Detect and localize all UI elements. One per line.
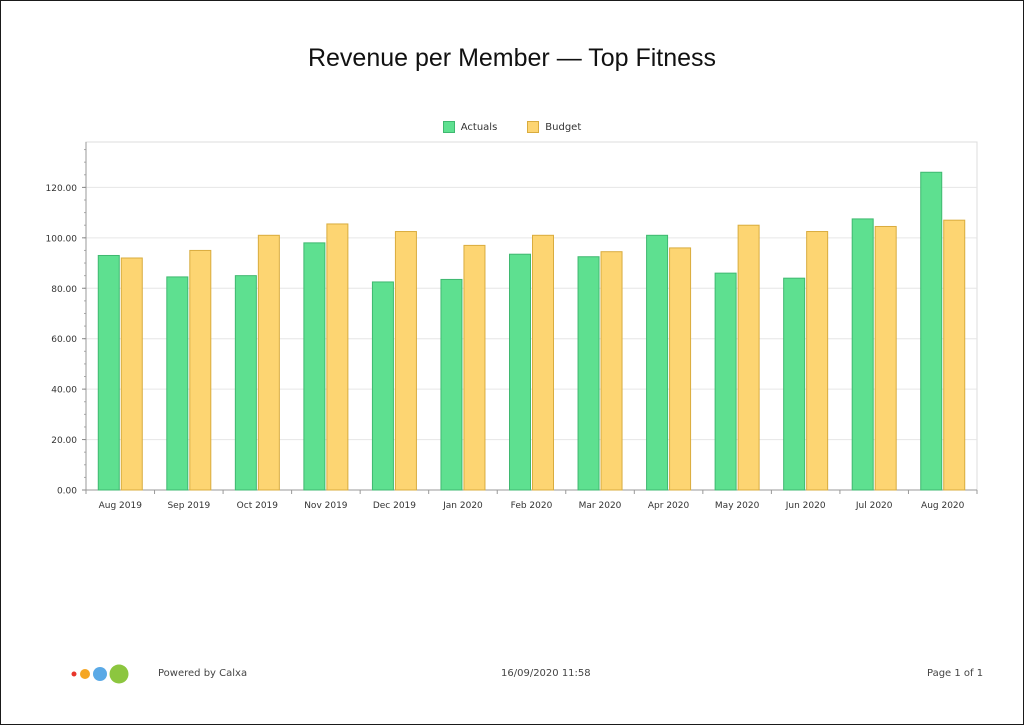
legend-swatch-actuals: [442, 121, 455, 133]
calxa-logo: [70, 663, 132, 689]
x-tick-label: May 2020: [715, 501, 760, 511]
x-tick-label: Apr 2020: [648, 501, 690, 511]
y-tick-label: 80.00: [51, 285, 77, 295]
x-tick-label: Aug 2020: [921, 501, 965, 511]
x-tick-label: Jul 2020: [855, 501, 893, 511]
legend-label-budget: Budget: [545, 121, 582, 133]
bar-actuals: [509, 253, 531, 491]
bar-actuals: [577, 256, 600, 491]
x-tick-label: Jan 2020: [442, 501, 483, 511]
bar-actuals: [440, 278, 463, 491]
bar-budget: [600, 251, 623, 491]
footer-page-number: Page 1 of 1: [927, 668, 984, 679]
bar-budget: [394, 231, 417, 491]
bar-budget: [120, 257, 143, 491]
bar-actuals: [783, 277, 806, 491]
bar-budget: [257, 234, 280, 491]
bar-budget: [532, 234, 554, 491]
y-tick-label: 0.00: [57, 487, 77, 497]
bar-chart: 0.00 20.00 40.00 60.00 80.00 100.00 120.00 Aug …: [46, 141, 978, 511]
x-tick-label: Dec 2019: [373, 501, 416, 511]
x-tick-label: Oct 2019: [237, 501, 279, 511]
bar-budget: [669, 247, 692, 491]
bar-actuals: [97, 254, 120, 491]
powered-by-text: Powered by Calxa: [158, 668, 248, 679]
x-tick-label: Feb 2020: [511, 501, 553, 511]
x-tick-label: Sep 2019: [167, 501, 210, 511]
bar-budget: [874, 225, 897, 491]
bar-actuals: [646, 234, 669, 491]
chart-title: Revenue per Member — Top Fitness: [307, 44, 717, 72]
legend: Actuals Budget: [0, 121, 1024, 133]
bar-actuals: [166, 276, 189, 491]
legend-item-actuals[interactable]: Actuals: [442, 121, 498, 133]
bar-budget: [737, 224, 760, 491]
x-tick-label: Nov 2019: [304, 501, 348, 511]
legend-label-actuals: Actuals: [460, 121, 498, 133]
bar-actuals: [920, 171, 943, 491]
bar-actuals: [371, 281, 394, 491]
footer-timestamp: 16/09/2020 11:58: [501, 668, 591, 679]
x-tick-label: Mar 2020: [579, 501, 622, 511]
bar-actuals: [234, 275, 257, 491]
bar-budget: [463, 244, 486, 491]
legend-item-budget[interactable]: Budget: [527, 121, 581, 133]
plot-area: [85, 141, 978, 491]
bar-actuals: [714, 272, 737, 491]
y-tick-label: 120.00: [46, 184, 78, 194]
bar-budget: [189, 249, 212, 491]
bar-budget: [943, 219, 966, 491]
y-tick-label: 40.00: [51, 386, 77, 396]
x-tick-label: Jun 2020: [785, 501, 826, 511]
bar-actuals: [851, 218, 874, 491]
legend-swatch-budget: [527, 121, 540, 133]
bar-budget: [806, 231, 829, 491]
y-tick-label: 60.00: [51, 335, 77, 345]
calxa-logo-icon: [71, 664, 129, 684]
bar-actuals: [303, 242, 326, 491]
y-tick-label: 100.00: [46, 234, 78, 244]
bar-budget: [326, 223, 349, 491]
x-tick-label: Aug 2019: [99, 501, 143, 511]
y-tick-label: 20.00: [51, 436, 77, 446]
